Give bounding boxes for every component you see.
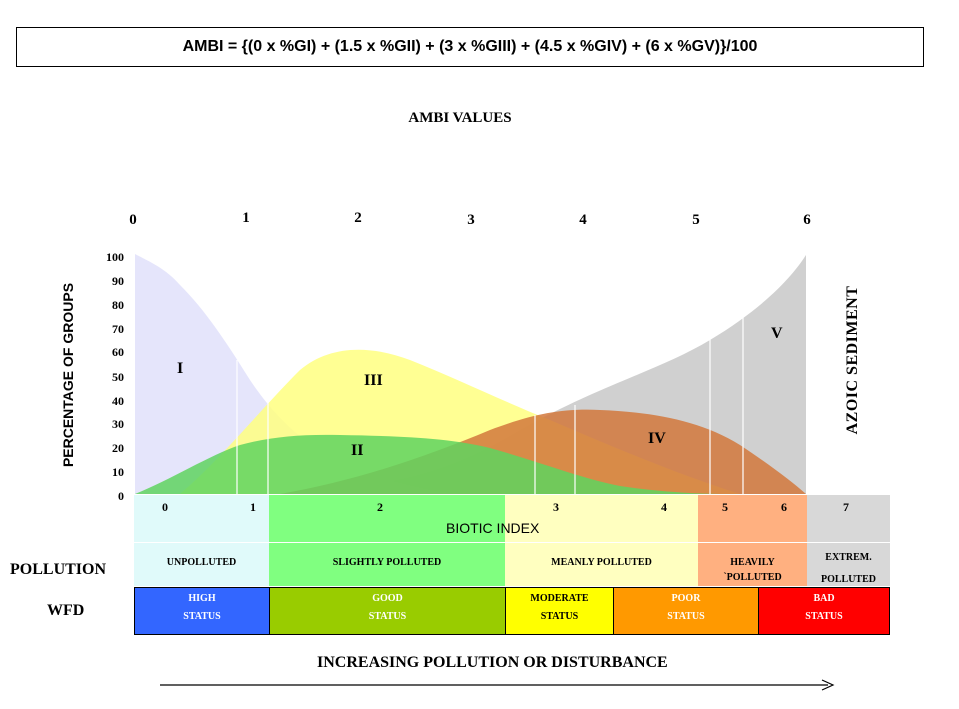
wfd-bad-line1: BAD <box>813 593 835 604</box>
group-label-iii: III <box>364 372 383 389</box>
ambi-tick-1: 1 <box>242 210 250 226</box>
wfd-good-line2: STATUS <box>368 611 407 622</box>
pollution-row-label: POLLUTION <box>10 561 107 578</box>
group-i-area <box>135 254 470 494</box>
wfd-row-label: WFD <box>47 602 85 619</box>
y-tick-90: 90 <box>112 274 124 288</box>
azoic-sediment-label: AZOIC SEDIMENT <box>844 285 861 435</box>
pollution-cell-meanly <box>505 543 698 586</box>
y-tick-0: 0 <box>118 489 124 503</box>
biotic-index-2: 2 <box>377 500 383 514</box>
y-tick-60: 60 <box>112 345 124 359</box>
ambi-tick-3: 3 <box>467 212 475 228</box>
biotic-index-6: 6 <box>781 500 787 514</box>
y-tick-40: 40 <box>112 394 124 408</box>
pollution-text-extreme-1: EXTREM. <box>825 552 872 563</box>
biotic-index-3: 3 <box>553 500 559 514</box>
y-tick-80: 80 <box>112 298 124 312</box>
y-tick-10: 10 <box>112 465 124 479</box>
pollution-cell-extreme <box>807 543 890 586</box>
biotic-cell-extreme <box>807 495 890 542</box>
biotic-index-0: 0 <box>162 500 168 514</box>
wfd-good-line1: GOOD <box>372 593 403 604</box>
wfd-high-line1: HIGH <box>188 593 216 604</box>
biotic-index-label: BIOTIC INDEX <box>446 520 540 536</box>
group-label-iv: IV <box>648 430 666 447</box>
group-label-v: V <box>771 325 783 342</box>
biotic-cell-unpolluted <box>134 495 269 542</box>
pollution-text-meanly: MEANLY POLLUTED <box>551 557 652 568</box>
ambi-tick-0: 0 <box>129 212 137 228</box>
y-tick-70: 70 <box>112 322 124 336</box>
group-label-i: I <box>177 360 184 377</box>
wfd-poor-line1: POOR <box>671 593 701 604</box>
wfd-high-status: HIGH STATUS <box>134 587 270 635</box>
wfd-poor-status: POOR STATUS <box>613 587 759 635</box>
pollution-text-heavily-2: `POLLUTED <box>723 572 782 583</box>
biotic-cell-meanly <box>505 495 698 542</box>
wfd-bad-line2: STATUS <box>805 611 843 622</box>
biotic-cell-heavily <box>698 495 807 542</box>
pollution-cell-slight <box>269 543 505 586</box>
wfd-good-status: GOOD STATUS <box>269 587 506 635</box>
ambi-tick-5: 5 <box>692 212 700 228</box>
pollution-cell-heavily <box>698 543 807 586</box>
pollution-text-heavily-1: HEAVILY <box>730 557 775 568</box>
increasing-pollution-label: INCREASING POLLUTION OR DISTURBANCE <box>317 654 668 671</box>
ambi-tick-6: 6 <box>803 212 811 228</box>
biotic-index-7: 7 <box>843 500 849 514</box>
group-label-ii: II <box>351 442 364 459</box>
wfd-poor-line2: STATUS <box>667 611 705 622</box>
biotic-cell-slight <box>269 495 505 542</box>
wfd-high-line2: STATUS <box>183 611 221 622</box>
ambi-formula: AMBI = {(0 x %GI) + (1.5 x %GII) + (3 x … <box>16 27 924 67</box>
biotic-index-4: 4 <box>661 500 667 514</box>
wfd-moderate-line2: STATUS <box>540 611 579 622</box>
pollution-text-extreme-2: POLLUTED <box>820 574 876 585</box>
wfd-moderate-status: MODERATE STATUS <box>505 587 614 635</box>
biotic-index-5: 5 <box>722 500 728 514</box>
ambi-tick-2: 2 <box>354 210 362 226</box>
wfd-moderate-line1: MODERATE <box>530 593 589 604</box>
bottom-arrow-head <box>821 679 835 691</box>
pollution-text-slight: SLIGHTLY POLLUTED <box>332 557 442 568</box>
y-tick-30: 30 <box>112 417 124 431</box>
group-ii-area <box>135 434 730 494</box>
ambi-values-title: AMBI VALUES <box>408 110 512 126</box>
y-tick-50: 50 <box>112 370 124 384</box>
y-tick-20: 20 <box>112 441 124 455</box>
pollution-text-unpolluted: UNPOLLUTED <box>166 557 237 568</box>
biotic-index-1: 1 <box>250 500 256 514</box>
ambi-tick-4: 4 <box>579 212 587 228</box>
wfd-bad-status: BAD STATUS <box>758 587 890 635</box>
y-tick-100: 100 <box>106 250 124 264</box>
pollution-cell-unpolluted <box>134 543 269 586</box>
